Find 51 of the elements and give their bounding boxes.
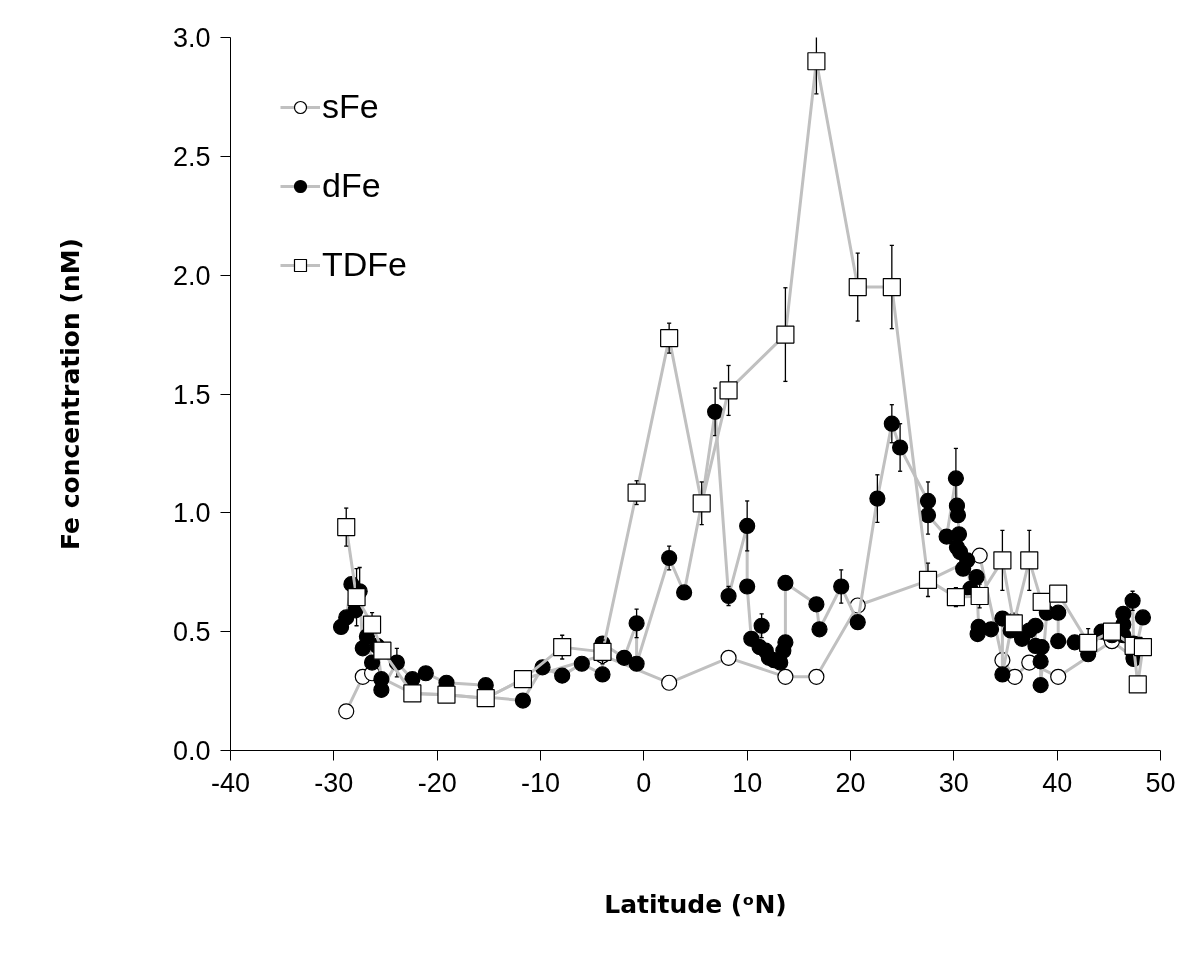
point xyxy=(1050,668,1067,685)
point xyxy=(993,551,1012,570)
point xyxy=(882,277,901,297)
point xyxy=(1049,584,1068,603)
point xyxy=(627,483,646,502)
x-tick-label: -10 xyxy=(520,767,561,798)
x-tick-label: -40 xyxy=(210,767,251,798)
x-axis-title: Latitude (ᵒN) xyxy=(604,889,787,919)
point xyxy=(1032,592,1051,612)
point xyxy=(848,277,867,297)
y-tick-label: 1.5 xyxy=(172,379,211,410)
point xyxy=(1102,622,1122,641)
point xyxy=(593,642,612,661)
point xyxy=(362,615,382,634)
y-axis-title: Fe concentration (nM) xyxy=(55,238,85,550)
y-tick-label: 2.0 xyxy=(172,260,211,291)
point xyxy=(347,588,366,607)
x-tick-label: 40 xyxy=(1042,767,1073,798)
point xyxy=(338,703,355,720)
point xyxy=(720,649,737,666)
point xyxy=(1020,551,1039,570)
legend-label: TDFe xyxy=(322,245,407,284)
point xyxy=(808,668,825,685)
x-tick-label: -30 xyxy=(314,767,354,798)
point xyxy=(946,588,965,607)
point xyxy=(1004,614,1023,633)
point xyxy=(777,668,794,685)
y-tick-label: 0.0 xyxy=(172,736,211,766)
y-tick-label: 1.0 xyxy=(172,498,211,529)
y-tick-label: 0.5 xyxy=(172,617,211,648)
point xyxy=(807,52,826,71)
y-tick-label: 2.5 xyxy=(172,141,211,172)
point xyxy=(971,547,988,564)
x-tick-label: 10 xyxy=(732,767,763,798)
x-tick-label: -20 xyxy=(417,767,457,798)
legend-label: dFe xyxy=(322,166,381,205)
point xyxy=(661,674,678,691)
point xyxy=(776,325,795,344)
x-tick-label: 0 xyxy=(636,767,652,798)
x-tick-label: 50 xyxy=(1145,767,1176,798)
point xyxy=(373,641,392,660)
point xyxy=(553,638,572,657)
point xyxy=(660,329,679,348)
point xyxy=(437,685,456,704)
x-tick-label: 30 xyxy=(938,767,969,798)
point xyxy=(1079,633,1098,652)
x-tick-label: 20 xyxy=(835,767,866,798)
point xyxy=(719,381,738,400)
y-tick-label: 3.0 xyxy=(172,23,211,53)
point xyxy=(970,586,989,606)
legend-label: sFe xyxy=(322,87,379,126)
